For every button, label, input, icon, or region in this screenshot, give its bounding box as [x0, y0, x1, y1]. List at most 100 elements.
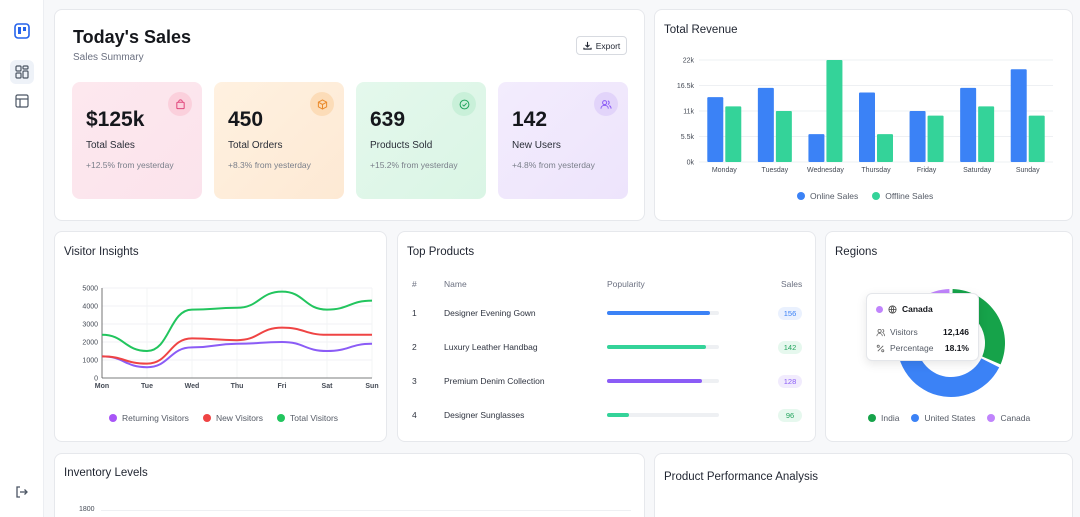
shopping-bag-icon [168, 92, 192, 116]
bar-offline [978, 106, 995, 162]
visitor-insights-card: Visitor Insights 0 1000 2000 3000 4000 5000 Mo… [54, 231, 387, 442]
export-label: Export [595, 40, 621, 51]
stat-label: New Users [512, 140, 561, 151]
visitor-legend: Returning Visitors New Visitors Total Vi… [109, 413, 338, 423]
bar-offline [775, 111, 792, 162]
tooltip-visitors-value: 12,146 [943, 327, 969, 337]
legend-dot [797, 192, 805, 200]
popularity-bar [607, 413, 719, 417]
bar-offline [725, 106, 742, 162]
col-header-num: # [412, 279, 417, 289]
row-num: 1 [412, 308, 417, 318]
x-tick-label: Wed [185, 383, 200, 390]
legend-label: Canada [1000, 413, 1031, 423]
users-icon [876, 328, 885, 336]
legend-dot [987, 414, 996, 422]
bar-online [909, 111, 926, 162]
y-tick-label: 4000 [82, 304, 98, 311]
export-button[interactable]: Export [576, 36, 627, 55]
x-tick-label: Saturday [963, 167, 992, 174]
bar-online [859, 92, 875, 162]
top-products-card: Top Products # Name Popularity Sales 1 D… [397, 231, 816, 442]
legend-label: Offline Sales [885, 191, 934, 201]
stat-card-new-users: 142 New Users +4.8% from yesterday [498, 82, 628, 199]
row-name: Designer Sunglasses [444, 410, 525, 420]
revenue-title: Total Revenue [664, 24, 738, 36]
legend-united-states[interactable]: United States [911, 413, 975, 423]
popularity-bar [607, 345, 719, 349]
logout-icon[interactable] [10, 480, 34, 504]
legend-canada[interactable]: Canada [987, 413, 1030, 423]
col-header-sales: Sales [781, 279, 803, 289]
legend-india[interactable]: India [868, 413, 899, 423]
users-icon [594, 92, 618, 116]
legend-offline-sales[interactable]: Offline Sales [872, 191, 933, 201]
download-icon [583, 41, 592, 50]
app-logo-icon[interactable] [10, 19, 34, 43]
y-tick-label: 3000 [82, 322, 98, 329]
returning-visitors-line [101, 340, 373, 369]
legend-dot [872, 192, 881, 200]
new-visitors-line [101, 326, 372, 365]
x-tick-label: Wednesday [807, 167, 844, 174]
legend-label: New Visitors [215, 413, 264, 423]
tooltip-visitors-label: Visitors [890, 327, 918, 337]
regions-title: Regions [835, 246, 878, 258]
bar-online [960, 87, 977, 162]
package-icon [310, 92, 334, 116]
y-tick-label: 0 [94, 376, 98, 383]
col-header-popularity: Popularity [607, 279, 645, 289]
stat-label: Total Sales [86, 140, 135, 151]
legend-online-sales[interactable]: Online Sales [797, 191, 858, 201]
visitor-insights-title: Visitor Insights [64, 246, 139, 258]
performance-title: Product Performance Analysis [664, 471, 819, 483]
sales-title: Today's Sales [73, 27, 192, 47]
legend-dot [277, 414, 286, 422]
legend-total-visitors[interactable]: Total Visitors [277, 413, 338, 423]
popularity-bar-fill [607, 413, 630, 417]
legend-label: United States [924, 413, 976, 423]
legend-new-visitors[interactable]: New Visitors [202, 413, 264, 423]
x-tick-label: Sun [365, 383, 378, 390]
legend-returning-visitors[interactable]: Returning Visitors [109, 413, 189, 423]
tooltip-dot [876, 305, 883, 313]
stat-value: $125k [86, 108, 145, 131]
tooltip-percentage-value: 18.1% [944, 343, 969, 353]
sales-pill: 128 [778, 375, 802, 388]
inventory-gridline [101, 510, 631, 511]
tooltip-percentage-label: Percentage [890, 343, 934, 353]
row-num: 3 [412, 376, 417, 386]
visitor-chart: 0 1000 2000 3000 4000 5000 Mon Tue Wed Thu Fri Sat S… [82, 286, 378, 391]
inventory-card: Inventory Levels 1800 [54, 453, 645, 517]
row-name: Premium Denim Collection [444, 376, 545, 386]
bar-offline [927, 115, 944, 162]
x-tick-label: Sunday [1016, 167, 1040, 174]
y-tick-label: 16.5k [677, 83, 695, 90]
legend-label: Total Visitors [290, 413, 339, 423]
x-tick-label: Thursday [861, 167, 891, 174]
legend-label: Returning Visitors [122, 413, 189, 423]
sales-pill: 96 [778, 409, 802, 422]
x-tick-label: Mon [95, 383, 109, 390]
stat-card-total-orders: 450 Total Orders +8.3% from yesterday [214, 82, 344, 199]
table-row[interactable]: 2 Luxury Leather Handbag 142 [398, 341, 817, 356]
revenue-card: Total Revenue 0k 5.5k 11k 16.5k 22k Monday Tue… [654, 9, 1073, 221]
region-tooltip: Canada Visitors 12,146 Percentage 18.1% [866, 293, 979, 361]
x-tick-label: Tue [141, 383, 153, 390]
table-row[interactable]: 4 Designer Sunglasses 96 [398, 409, 817, 424]
y-tick-label: 1000 [82, 358, 98, 365]
col-header-name: Name [444, 279, 467, 289]
total-visitors-line [101, 290, 373, 353]
y-tick-label: 0k [687, 160, 695, 167]
revenue-chart: 0k 5.5k 11k 16.5k 22k Monday Tuesday Wednesday T… [677, 58, 1053, 174]
stat-card-products-sold: 639 Products Sold +15.2% from yesterday [356, 82, 486, 199]
layout-icon[interactable] [10, 89, 34, 113]
top-products-title: Top Products [407, 246, 475, 258]
table-row[interactable]: 3 Premium Denim Collection 128 [398, 375, 817, 390]
check-circle-icon [452, 92, 476, 116]
sidebar [0, 0, 44, 517]
stat-label: Total Orders [228, 140, 283, 151]
bar-online [707, 97, 724, 162]
table-row[interactable]: 1 Designer Evening Gown 156 [398, 307, 817, 322]
dashboard-icon[interactable] [10, 60, 34, 84]
